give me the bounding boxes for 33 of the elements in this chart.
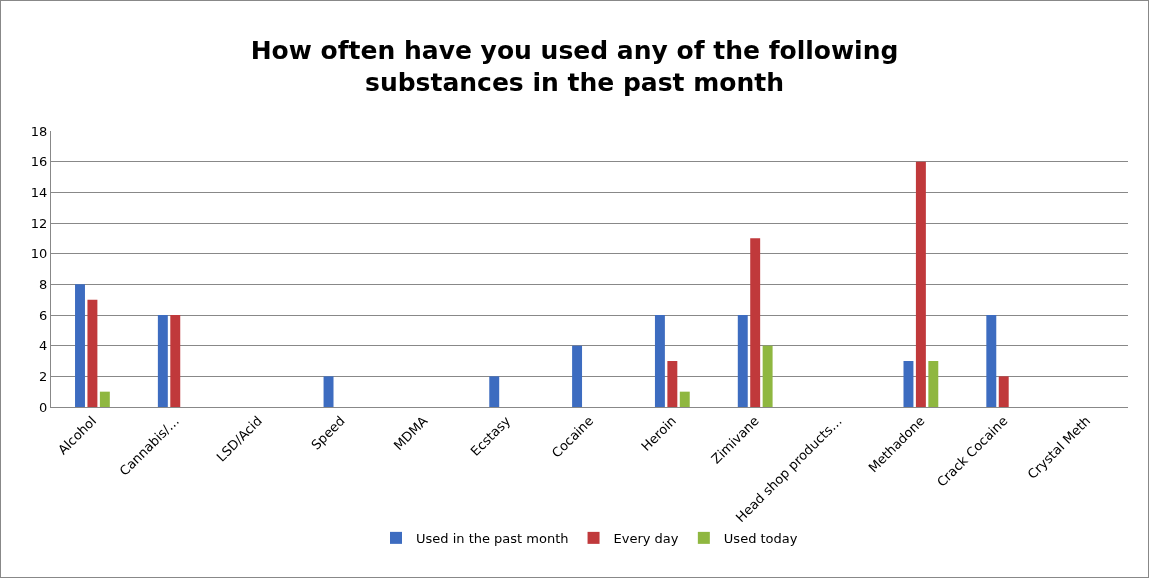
bar [654,315,665,407]
y-tick-label: 8 [39,276,48,292]
bar [170,315,181,407]
y-tick-label: 10 [30,246,48,262]
y-tick-label: 14 [30,184,48,200]
bar [762,345,773,407]
y-tick-label: 2 [39,368,48,384]
bar [737,315,748,407]
bar [323,376,334,407]
legend-label: Used in the past month [416,530,569,546]
y-tick-label: 12 [30,215,48,231]
bar [75,284,85,407]
y-tick-label: 18 [30,123,48,139]
y-tick-label: 4 [39,338,48,354]
bar [157,315,168,407]
bar [986,315,997,407]
bar [750,238,761,407]
y-tick-label: 16 [30,154,48,170]
bar [489,376,500,407]
chart-title: How often have you used any of the following substances in the past month [250,35,899,98]
y-tick-label: 6 [39,307,48,323]
bar [903,361,914,407]
y-tick-label: 0 [39,399,48,415]
legend-label: Every day [613,530,679,546]
bar [928,361,939,407]
legend-label: Used today [723,530,798,546]
bar [998,376,1009,407]
bar [915,161,926,407]
bar [679,391,690,407]
bar [667,361,678,407]
bar [99,391,110,407]
bar [87,299,98,407]
bar [572,345,583,407]
